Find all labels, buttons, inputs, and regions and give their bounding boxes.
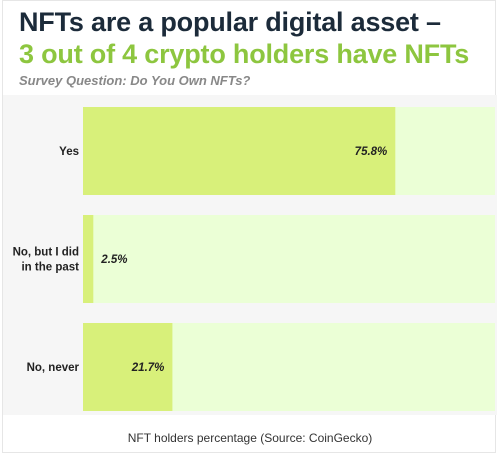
bar-0 — [83, 107, 396, 195]
category-label-0: Yes — [59, 146, 79, 158]
bar-2 — [83, 323, 173, 411]
value-label-1: 2.5% — [100, 254, 127, 266]
value-label-2: 21.7% — [131, 362, 165, 374]
plot-area: Yes 75.8% No, but I did in the past 2.5% No, … — [3, 95, 497, 415]
bar-chart: Yes 75.8% No, but I did in the past 2.5% No, … — [13, 107, 495, 411]
chart-title-line-1: NFTs are a popular digital asset – — [19, 7, 441, 37]
chart-caption: NFT holders percentage (Source: CoinGeck… — [127, 431, 373, 445]
bar-1 — [83, 215, 94, 303]
category-label-1: No, but I did in the past — [13, 247, 80, 274]
category-label-2: No, never — [27, 362, 80, 374]
value-label-0: 75.8% — [355, 146, 388, 158]
bar-track-1 — [83, 215, 495, 303]
chart-subtitle: Survey Question: Do You Own NFTs? — [19, 73, 251, 88]
chart-title-line-2: 3 out of 4 crypto holders have NFTs — [19, 39, 470, 69]
